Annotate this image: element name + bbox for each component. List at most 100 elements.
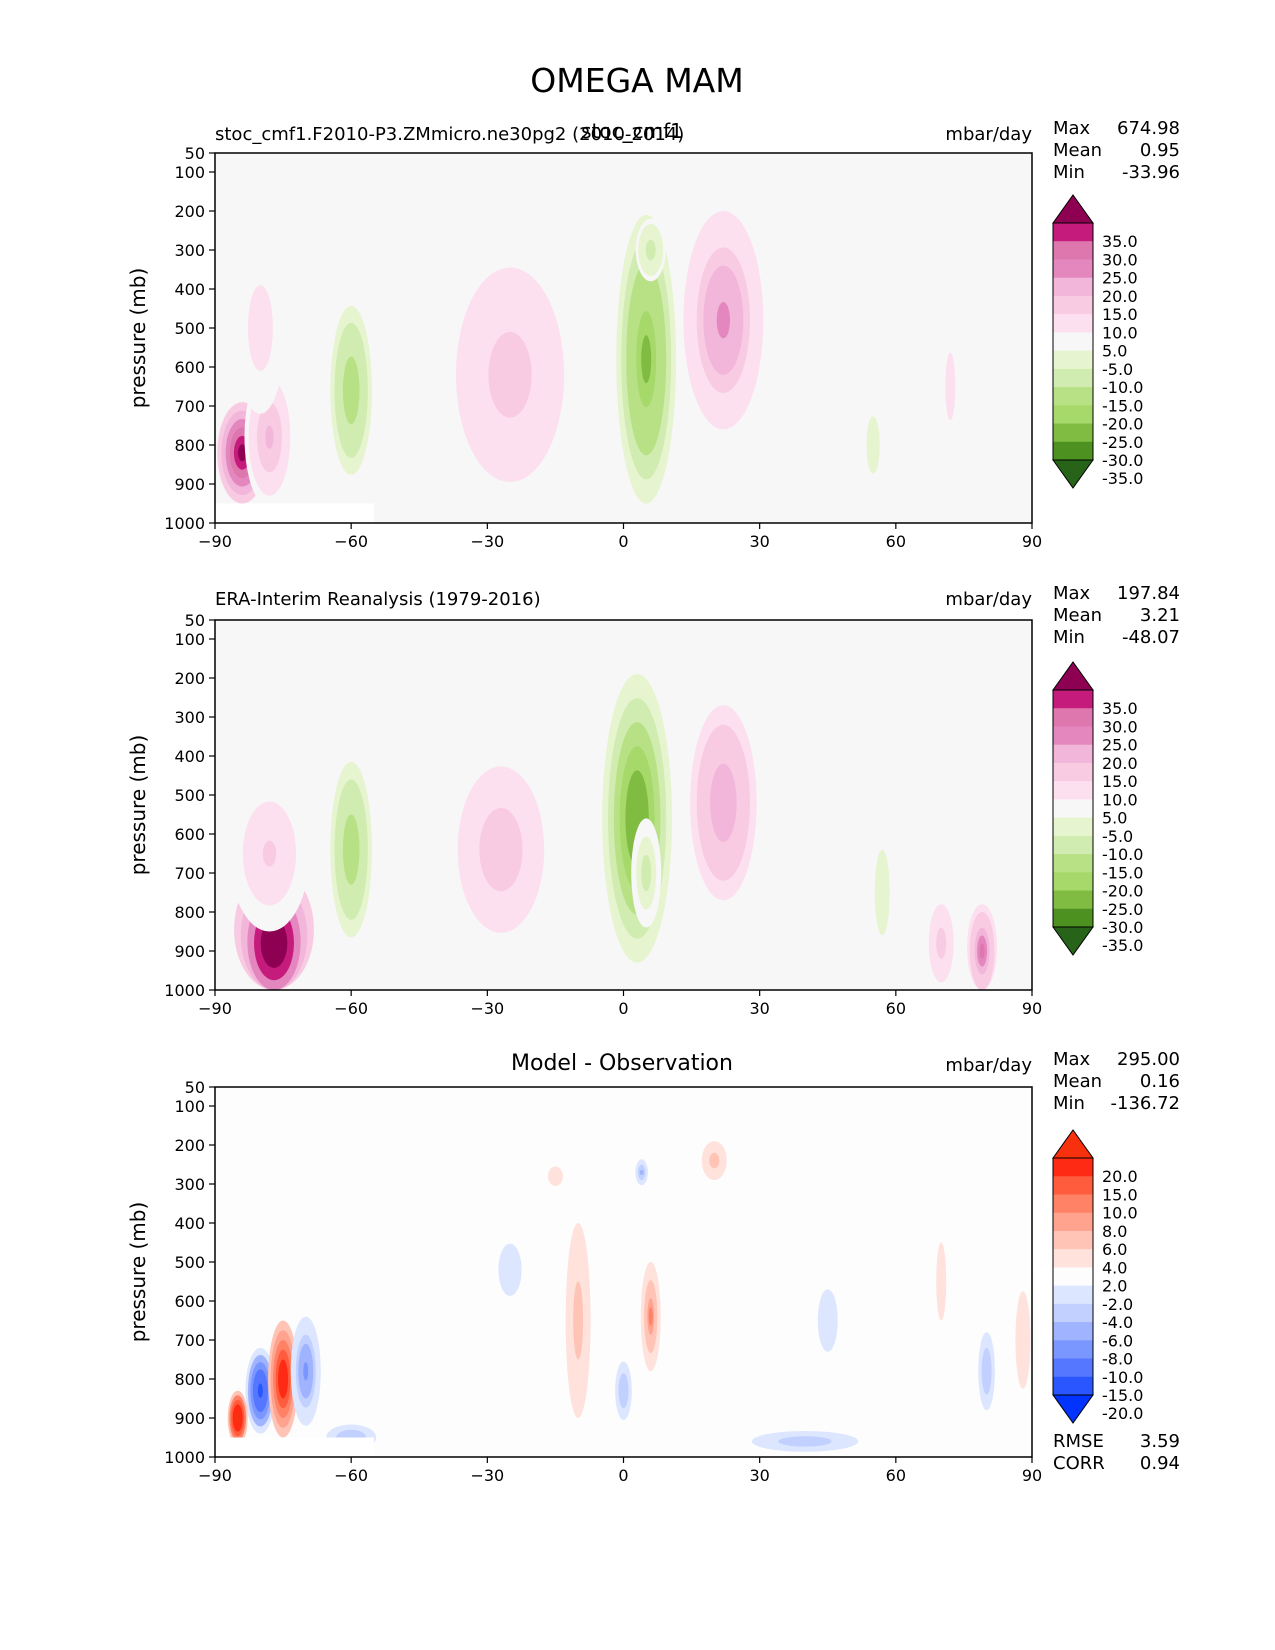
x-tick-label: −90 [198, 532, 232, 551]
x-tick-label: 30 [749, 999, 769, 1018]
contour-feature [683, 211, 764, 430]
contour-feature [602, 674, 673, 963]
x-tick-label: −60 [334, 999, 368, 1018]
colorbar-label: -6.0 [1102, 1331, 1133, 1350]
colorbar-label: -20.0 [1102, 1404, 1143, 1423]
y-tick-label: 300 [174, 1175, 205, 1194]
panel-difference: Model - Observation mbar/day Max 295.00 … [126, 1049, 1180, 1485]
panel-reference-max-value: 197.84 [1117, 583, 1180, 604]
panel-reference-max-label: Max [1053, 583, 1091, 604]
colorbar-extend-min [1052, 1394, 1094, 1424]
colorbar-swatch [1053, 1322, 1093, 1341]
contour-level [1020, 1323, 1026, 1357]
contour-feature [245, 1347, 276, 1434]
colorbar-swatch [1053, 1212, 1093, 1232]
colorbar-swatch [1053, 241, 1093, 260]
x-tick-label: 30 [749, 1466, 769, 1485]
contour-level [938, 935, 944, 951]
y-tick-label: 600 [174, 1292, 205, 1311]
y-axis-label: pressure (mb) [126, 268, 150, 409]
contour-level [552, 1172, 558, 1180]
contour-feature [631, 818, 662, 928]
contour-feature [290, 1316, 321, 1426]
y-tick-label: 50 [185, 1078, 205, 1097]
colorbar-label: -5.0 [1102, 360, 1133, 379]
colorbar-label: 10.0 [1102, 790, 1138, 809]
colorbar-swatch [1053, 332, 1093, 352]
colorbar-label: 20.0 [1102, 1167, 1138, 1186]
contour-level [238, 444, 247, 462]
x-tick-label: −60 [334, 532, 368, 551]
colorbar-swatch [1053, 277, 1093, 297]
contour-feature [1007, 1242, 1038, 1438]
colorbar-swatch [1053, 708, 1093, 727]
colorbar-swatch [1053, 1340, 1093, 1360]
colorbar-label: 2.0 [1102, 1277, 1127, 1296]
y-tick-label: 200 [174, 1136, 205, 1155]
x-tick-label: 90 [1022, 1466, 1042, 1485]
x-tick-label: 90 [1022, 532, 1042, 551]
rmse-label: RMSE [1053, 1431, 1104, 1452]
colorbar-label: -8.0 [1102, 1350, 1133, 1369]
contour-feature [926, 896, 957, 990]
colorbar-swatch [1053, 223, 1093, 242]
colorbar-label: 15.0 [1102, 305, 1138, 324]
contour-feature [935, 285, 966, 488]
contour-level [825, 1312, 831, 1329]
colorbar-extend-min [1052, 459, 1094, 489]
colorbar-swatch [1053, 368, 1093, 388]
contour-level [280, 1369, 286, 1389]
x-tick-label: 60 [886, 1466, 906, 1485]
colorbar-label: 6.0 [1102, 1240, 1127, 1259]
panel-reference-units: mbar/day [945, 589, 1032, 610]
x-tick-label: −30 [470, 532, 504, 551]
contour-level [621, 1384, 626, 1397]
colorbar-label: 30.0 [1102, 250, 1138, 269]
y-tick-label: 400 [174, 280, 205, 299]
contour-feature [699, 1137, 730, 1184]
y-tick-label: 300 [174, 241, 205, 260]
panel-difference-colorbar: 20.015.010.08.06.04.02.0-2.0-4.0-6.0-8.0… [1052, 1129, 1143, 1424]
colorbar-frame [1052, 689, 1094, 928]
contour-level [303, 1362, 309, 1381]
contour-level [869, 430, 877, 460]
terrain-mask [215, 1437, 374, 1457]
panel-reference-min-value: -48.07 [1122, 627, 1180, 648]
colorbar-swatch [1053, 762, 1093, 782]
y-tick-label: 900 [174, 1409, 205, 1428]
panel-difference-units: mbar/day [945, 1055, 1032, 1076]
y-tick-label: 1000 [164, 1448, 205, 1467]
colorbar-label: 4.0 [1102, 1258, 1127, 1277]
colorbar-label: -5.0 [1102, 827, 1133, 846]
panel-difference-min-value: -136.72 [1111, 1093, 1180, 1114]
colorbar-swatch [1053, 835, 1093, 855]
figure-title: OMEGA MAM [530, 61, 743, 100]
contour-feature [229, 775, 310, 932]
colorbar-label: -25.0 [1102, 900, 1143, 919]
colorbar-extend-max [1052, 661, 1094, 691]
colorbar-frame [1052, 222, 1094, 461]
colorbar-label: 30.0 [1102, 717, 1138, 736]
colorbar-label: 5.0 [1102, 809, 1127, 828]
contour-level [984, 1363, 989, 1379]
colorbar-swatch [1053, 1303, 1093, 1323]
contour-feature [326, 289, 377, 492]
contour-level [716, 783, 731, 823]
colorbar-label: 25.0 [1102, 736, 1138, 755]
panel-reference-colorbar: 35.030.025.020.015.010.05.0-5.0-10.0-15.… [1052, 661, 1143, 956]
contour-feature [613, 1355, 634, 1426]
colorbar-label: -35.0 [1102, 469, 1143, 488]
colorbar-frame [1052, 1157, 1094, 1396]
colorbar-swatch [1053, 1158, 1093, 1177]
contour-level [235, 1413, 240, 1423]
terrain-mask [215, 503, 374, 523]
colorbar-label: -30.0 [1102, 451, 1143, 470]
contour-feature [445, 246, 575, 504]
colorbar-label: 8.0 [1102, 1222, 1127, 1241]
x-tick-label: 30 [749, 532, 769, 551]
panel-difference-mean-label: Mean [1053, 1071, 1102, 1092]
contour-level [791, 1438, 819, 1444]
contour-level [639, 1169, 644, 1175]
colorbar-swatch [1053, 1267, 1093, 1287]
